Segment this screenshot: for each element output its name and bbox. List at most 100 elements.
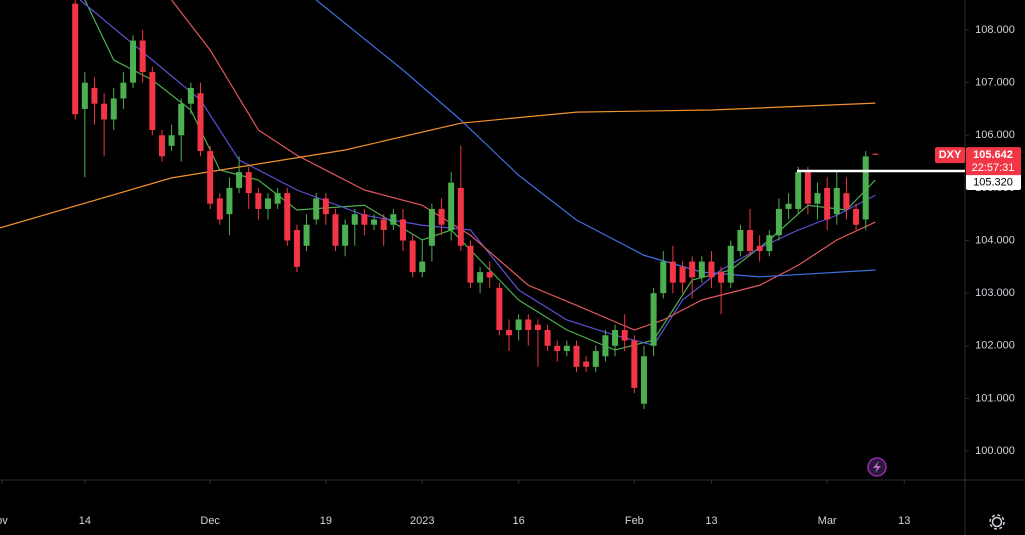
candle-body: [862, 156, 869, 220]
candle-body: [110, 98, 117, 120]
candle-body: [727, 245, 734, 283]
symbol-tag: [935, 147, 965, 164]
candle-body: [669, 261, 676, 283]
candle-body: [718, 272, 725, 283]
candle-body: [573, 345, 580, 367]
candle-body: [428, 208, 435, 246]
candle-body: [650, 293, 657, 346]
candle-body: [766, 235, 773, 252]
price-line-tag: [966, 174, 1021, 191]
candle-body: [236, 172, 243, 188]
candle-body: [544, 330, 551, 346]
candle-body: [583, 361, 590, 367]
x-tick-label: 14: [79, 515, 91, 527]
candle-body: [824, 187, 831, 220]
candle-body: [708, 261, 715, 278]
candle-body: [322, 198, 329, 215]
y-tick-label: 104.000: [975, 234, 1015, 246]
y-tick-label: 103.000: [975, 287, 1015, 299]
candle-body: [409, 240, 416, 273]
candle-body: [361, 214, 368, 225]
candle-body: [621, 330, 628, 341]
candle-body: [679, 266, 686, 283]
y-tick-label: 108.000: [975, 24, 1015, 36]
candle-body: [351, 214, 358, 225]
candle-body: [332, 214, 339, 246]
candle-body: [207, 151, 214, 204]
candle-body: [554, 345, 561, 352]
price-line-label: 105.320: [973, 176, 1013, 188]
candle-body: [284, 193, 291, 241]
candle-body: [101, 103, 108, 120]
candle-body: [496, 287, 503, 330]
candle-body: [81, 82, 88, 109]
candle-body: [265, 198, 272, 209]
candle-body: [313, 198, 320, 220]
candle-body: [255, 193, 262, 209]
candle-body: [785, 203, 792, 209]
x-tick-label: 19: [320, 515, 332, 527]
last-price-label: 105.642: [973, 149, 1013, 161]
candle-body: [525, 319, 532, 330]
candle-body: [399, 219, 406, 241]
candle-body: [187, 87, 194, 104]
x-tick-label: Feb: [625, 515, 644, 527]
candle-body: [756, 245, 763, 252]
candle-body: [293, 230, 300, 267]
candle-body: [380, 219, 387, 230]
candle-body: [139, 40, 146, 73]
candle-body: [506, 330, 513, 336]
candle-body: [689, 261, 696, 278]
moving-average: [315, 0, 876, 278]
candle-body: [158, 135, 165, 157]
candle-body: [486, 272, 493, 278]
y-tick-label: 100.000: [975, 445, 1015, 457]
candle-body: [737, 230, 744, 252]
x-tick-label: ov: [0, 515, 8, 527]
y-tick-label: 106.000: [975, 129, 1015, 141]
candle-body: [91, 87, 98, 104]
candle-body: [120, 82, 127, 99]
candle-body: [197, 93, 204, 152]
x-tick-label: 13: [705, 515, 717, 527]
candle-body: [72, 3, 79, 115]
plot-area: [0, 0, 879, 409]
candle-body: [178, 103, 185, 136]
x-tick-label: Mar: [818, 515, 837, 527]
candle-body: [390, 214, 397, 225]
countdown-label: 22:57:31: [972, 162, 1015, 174]
candle-body: [303, 224, 310, 246]
candle-body: [168, 135, 175, 146]
candle-body: [149, 72, 156, 130]
candle-body: [226, 187, 233, 215]
candle-body: [515, 319, 522, 330]
x-tick-label: 16: [513, 515, 525, 527]
candle-body: [274, 193, 281, 204]
y-tick-label: 101.000: [975, 392, 1015, 404]
candle-body: [631, 340, 638, 388]
candle-body: [804, 172, 811, 204]
candle-body: [419, 261, 426, 273]
candle-body: [612, 330, 619, 346]
candle-body: [371, 219, 378, 225]
candle-body: [853, 208, 860, 225]
candle-body: [245, 172, 252, 194]
candle-body: [640, 356, 647, 404]
candle-body: [775, 208, 782, 236]
y-tick-label: 102.000: [975, 340, 1015, 352]
last-price-tag: [966, 147, 1021, 176]
settings-button[interactable]: [989, 514, 1005, 530]
candle-body: [477, 272, 484, 283]
candle-body: [660, 261, 667, 294]
x-tick-label: 2023: [410, 515, 434, 527]
candle-body: [843, 193, 850, 209]
candle-body: [467, 245, 474, 283]
candle-body: [216, 198, 223, 220]
candle-body: [592, 351, 599, 367]
moving-average: [79, 0, 876, 346]
lightning-button[interactable]: [867, 457, 887, 477]
candle-body: [130, 40, 137, 83]
